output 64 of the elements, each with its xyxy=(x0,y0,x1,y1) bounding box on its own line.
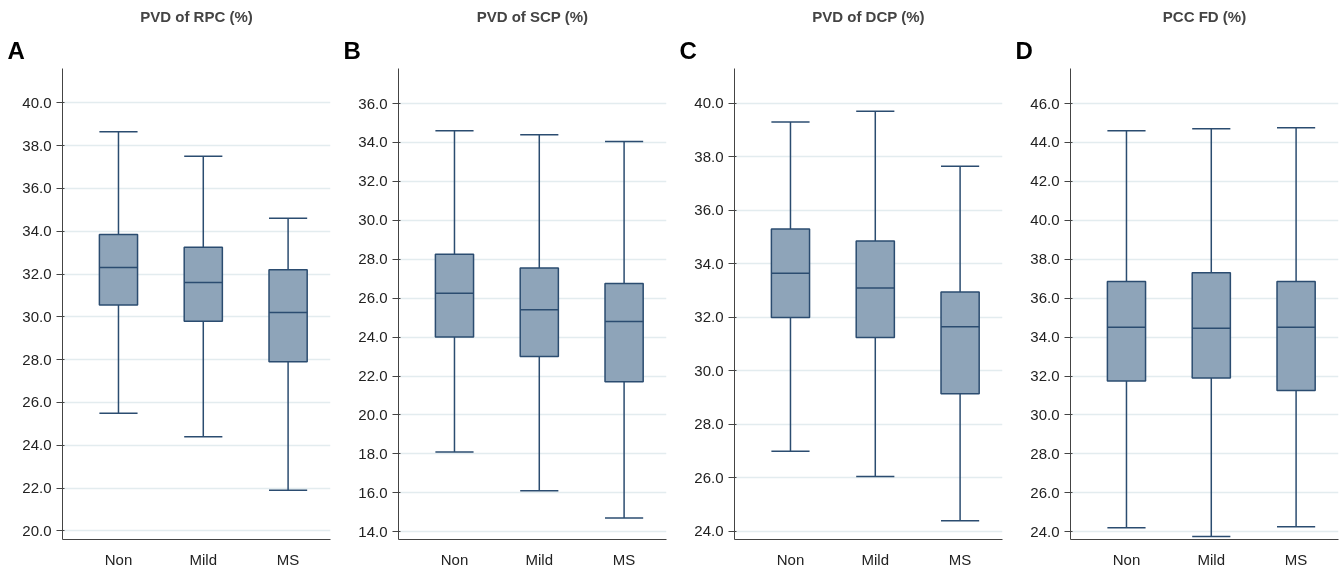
y-tick-label: 38.0 xyxy=(694,147,724,165)
text: B xyxy=(343,36,361,64)
x-tick-label: MS xyxy=(276,550,300,568)
y-tick-label: 16.0 xyxy=(358,483,388,501)
x-tick-label: MS xyxy=(1284,550,1308,568)
x-tick-label: Mild xyxy=(525,550,554,568)
y-tick-label: 22.0 xyxy=(22,479,52,497)
x-tick-label: Mild xyxy=(189,550,218,568)
y-tick-label: 20.0 xyxy=(22,521,52,539)
y-tick-label: 18.0 xyxy=(358,444,388,462)
y-tick-label: 24.0 xyxy=(22,436,52,454)
chart-title: PVD of DCP (%) xyxy=(812,7,925,25)
text: C xyxy=(679,36,697,64)
y-tick-label: 34.0 xyxy=(694,254,724,272)
y-tick-label: 26.0 xyxy=(694,468,724,486)
y-tick-label: 36.0 xyxy=(694,201,724,219)
y-tick-label: 28.0 xyxy=(22,350,52,368)
y-tick-label: 30.0 xyxy=(694,361,724,379)
y-tick-label: 34.0 xyxy=(358,133,388,151)
y-tick-label: 44.0 xyxy=(1030,133,1060,151)
y-tick-label: 40.0 xyxy=(694,94,724,112)
y-tick-label: 36.0 xyxy=(22,179,52,197)
y-tick-label: 24.0 xyxy=(694,522,724,540)
y-tick-label: 40.0 xyxy=(1030,211,1060,229)
y-tick-label: 26.0 xyxy=(1030,483,1060,501)
y-tick-label: 36.0 xyxy=(358,94,388,112)
y-tick-label: 30.0 xyxy=(358,211,388,229)
y-tick-label: 20.0 xyxy=(358,405,388,423)
y-tick-label: 28.0 xyxy=(694,415,724,433)
y-tick-label: 38.0 xyxy=(1030,250,1060,268)
chart-title: PVD of SCP (%) xyxy=(476,7,589,25)
x-tick-label: Non xyxy=(776,550,805,568)
x-tick-label: MS xyxy=(612,550,636,568)
y-tick-label: 24.0 xyxy=(358,328,388,346)
y-tick-label: 32.0 xyxy=(358,172,388,190)
y-tick-label: 40.0 xyxy=(22,93,52,111)
y-tick-label: 24.0 xyxy=(1030,522,1060,540)
y-tick-label: 22.0 xyxy=(358,367,388,385)
y-tick-label: 26.0 xyxy=(22,393,52,411)
y-tick-label: 38.0 xyxy=(22,136,52,154)
y-tick-label: 32.0 xyxy=(22,265,52,283)
x-tick-label: Mild xyxy=(861,550,890,568)
x-tick-label: Mild xyxy=(1197,550,1226,568)
y-tick-label: 46.0 xyxy=(1030,94,1060,112)
x-tick-label: MS xyxy=(948,550,972,568)
y-tick-label: 30.0 xyxy=(1030,405,1060,423)
x-tick-label: Non xyxy=(104,550,133,568)
x-tick-label: Non xyxy=(440,550,469,568)
text: D xyxy=(1015,36,1033,64)
y-tick-label: 32.0 xyxy=(1030,367,1060,385)
y-tick-label: 36.0 xyxy=(1030,289,1060,307)
y-tick-label: 30.0 xyxy=(22,307,52,325)
y-tick-label: 34.0 xyxy=(22,222,52,240)
x-tick-label: Non xyxy=(1112,550,1141,568)
chart-title: PCC FD (%) xyxy=(1162,7,1247,25)
y-tick-label: 42.0 xyxy=(1030,172,1060,190)
y-tick-label: 34.0 xyxy=(1030,328,1060,346)
y-tick-label: 26.0 xyxy=(358,289,388,307)
y-tick-label: 28.0 xyxy=(1030,444,1060,462)
y-tick-label: 32.0 xyxy=(694,308,724,326)
text: A xyxy=(7,36,25,64)
y-tick-label: 28.0 xyxy=(358,250,388,268)
y-tick-label: 14.0 xyxy=(358,522,388,540)
chart-title: PVD of RPC (%) xyxy=(140,7,253,25)
